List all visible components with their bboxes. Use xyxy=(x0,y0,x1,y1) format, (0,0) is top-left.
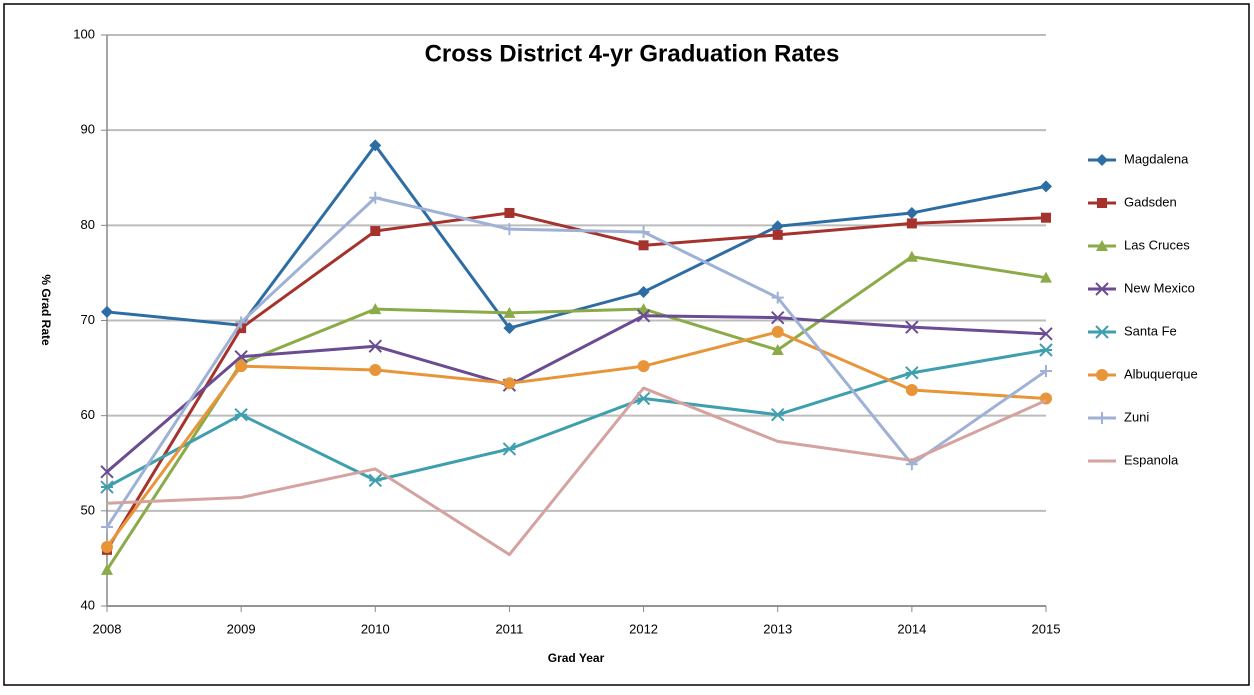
marker xyxy=(771,344,784,356)
marker xyxy=(905,250,918,262)
marker xyxy=(1096,240,1108,251)
marker xyxy=(369,363,382,376)
marker xyxy=(1095,282,1109,296)
marker xyxy=(772,229,783,240)
legend-label: Santa Fe xyxy=(1124,323,1177,338)
legend-label: Las Cruces xyxy=(1124,237,1190,252)
y-axis-label: % Grad Rate xyxy=(39,274,53,346)
marker xyxy=(637,225,650,238)
series-line xyxy=(106,314,1047,473)
x-tick-label: 2014 xyxy=(897,621,926,636)
legend-label: New Mexico xyxy=(1124,280,1195,295)
marker xyxy=(1096,154,1108,166)
legend-label: Albuquerque xyxy=(1124,366,1198,381)
y-tick-label: 40 xyxy=(81,597,95,612)
x-tick-label: 2009 xyxy=(227,621,256,636)
marker xyxy=(771,408,785,422)
marker xyxy=(504,207,515,218)
marker xyxy=(502,442,517,456)
marker xyxy=(100,465,114,479)
legend-label: Espanola xyxy=(1124,452,1179,467)
marker xyxy=(101,563,113,575)
frame xyxy=(3,3,1250,686)
series-line xyxy=(105,330,1047,548)
legend-label: Zuni xyxy=(1124,409,1149,424)
x-tick-label: 2008 xyxy=(93,621,122,636)
y-tick-label: 70 xyxy=(81,312,95,327)
marker xyxy=(369,191,382,204)
y-tick-label: 100 xyxy=(73,26,95,41)
marker xyxy=(1039,327,1053,341)
y-tick-label: 80 xyxy=(81,217,95,232)
x-tick-label: 2011 xyxy=(495,621,523,636)
marker xyxy=(234,408,248,422)
marker xyxy=(101,305,113,318)
x-axis-label: Grad Year xyxy=(548,651,605,665)
marker xyxy=(1039,343,1053,357)
marker xyxy=(503,306,516,318)
marker xyxy=(1096,412,1108,424)
marker xyxy=(101,540,113,553)
marker xyxy=(637,285,650,298)
marker xyxy=(905,206,918,219)
marker xyxy=(503,322,516,335)
marker xyxy=(1040,180,1052,193)
marker xyxy=(1095,325,1109,339)
x-tick-label: 2012 xyxy=(629,621,658,636)
legend-label: Magdalena xyxy=(1124,151,1189,166)
marker xyxy=(101,521,113,534)
marker xyxy=(370,226,381,237)
marker xyxy=(771,310,785,325)
marker xyxy=(100,480,114,494)
chart-title: Cross District 4-yr Graduation Rates xyxy=(425,40,840,67)
marker xyxy=(368,473,382,488)
marker xyxy=(235,316,248,329)
series-line xyxy=(106,386,1047,557)
marker xyxy=(1041,212,1051,223)
marker xyxy=(905,320,919,334)
y-tick-label: 90 xyxy=(81,122,95,137)
marker xyxy=(771,291,784,304)
marker xyxy=(1040,271,1052,283)
series-line xyxy=(105,196,1047,528)
marker xyxy=(1096,369,1108,381)
y-tick-label: 60 xyxy=(81,407,95,422)
marker xyxy=(905,383,918,396)
marker xyxy=(637,360,650,373)
marker xyxy=(1097,198,1107,208)
marker xyxy=(369,139,382,152)
marker xyxy=(906,218,917,229)
marker xyxy=(1040,364,1052,377)
marker xyxy=(638,240,649,251)
marker xyxy=(636,309,651,323)
x-tick-label: 2015 xyxy=(1032,621,1061,636)
marker xyxy=(503,377,516,390)
marker xyxy=(235,360,248,373)
marker xyxy=(368,339,382,353)
x-tick-label: 2010 xyxy=(361,621,390,636)
marker xyxy=(234,349,248,364)
marker xyxy=(771,220,784,233)
legend-label: Gadsden xyxy=(1124,194,1177,209)
marker xyxy=(905,366,919,380)
marker xyxy=(771,325,784,338)
y-tick-label: 50 xyxy=(81,502,95,517)
marker xyxy=(369,303,382,315)
x-tick-label: 2013 xyxy=(763,621,792,636)
marker xyxy=(503,223,516,236)
